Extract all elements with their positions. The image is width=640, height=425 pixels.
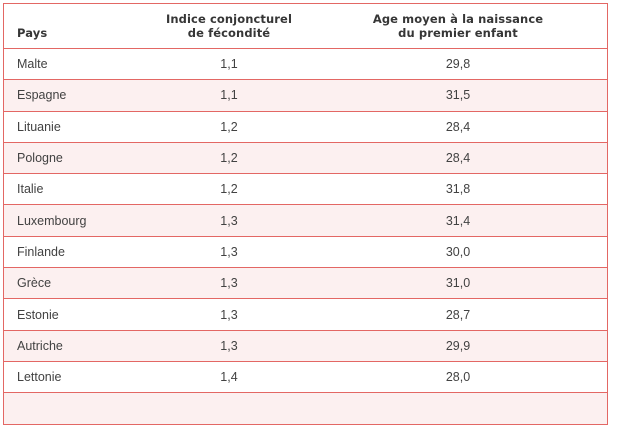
column-header-pays-label: Pays [17,26,48,40]
cell-age: 28,4 [309,110,607,142]
table-row-autriche: Autriche 1,3 29,9 [4,329,607,361]
cell-pays: Grèce [4,267,149,299]
cell-age: 29,8 [309,48,607,80]
table-row-lituanie: Lituanie 1,2 28,4 [4,110,607,142]
stats-table: Pays Indice conjoncturel de fécondité Ag… [4,4,607,424]
table-row-estonie: Estonie 1,3 28,7 [4,298,607,330]
cell-pays: Espagne [4,79,149,111]
table-row-malte: Malte 1,1 29,8 [4,48,607,80]
table-row-grece: Grèce 1,3 31,0 [4,267,607,299]
cell-age: 31,4 [309,204,607,236]
table-row-finlande: Finlande 1,3 30,0 [4,235,607,268]
cell-indice: 1,4 [149,360,309,393]
cell-age: 31,0 [309,267,607,299]
cell-indice: 1,3 [149,329,309,361]
table-row-lettonie: Lettonie 1,4 28,0 [4,360,607,393]
cell-age: 28,0 [309,360,607,393]
cell-indice: 1,3 [149,267,309,299]
cell-indice: 1,2 [149,141,309,174]
table-row-italie: Italie 1,2 31,8 [4,173,607,205]
cell-pays: Autriche [4,329,149,361]
cell-indice: 1,1 [149,79,309,111]
table-row-espagne: Espagne 1,1 31,5 [4,79,607,111]
cell-age [309,392,607,424]
cell-indice [149,392,309,424]
cell-pays: Lituanie [4,110,149,142]
cell-pays: Pologne [4,141,149,174]
cell-age: 28,7 [309,298,607,330]
cell-pays: Malte [4,48,149,80]
cell-indice: 1,3 [149,235,309,268]
cell-indice: 1,2 [149,173,309,205]
cell-pays: Lettonie [4,360,149,393]
cell-age: 30,0 [309,235,607,268]
table-row-pologne: Pologne 1,2 28,4 [4,141,607,174]
cell-pays [4,392,149,424]
table-row-luxembourg: Luxembourg 1,3 31,4 [4,204,607,236]
fertility-stats-table: Pays Indice conjoncturel de fécondité Ag… [3,3,608,425]
cell-indice: 1,2 [149,110,309,142]
cell-indice: 1,3 [149,298,309,330]
cell-age: 28,4 [309,141,607,174]
cell-pays: Estonie [4,298,149,330]
cell-indice: 1,3 [149,204,309,236]
cell-age: 31,5 [309,79,607,111]
header-row: Pays Indice conjoncturel de fécondité Ag… [4,4,607,48]
column-header-indice: Indice conjoncturel de fécondité [165,12,292,40]
cell-age: 31,8 [309,173,607,205]
cell-indice: 1,1 [149,48,309,80]
column-header-pays: Pays [4,4,149,48]
table-body: Malte 1,1 29,8 Espagne 1,1 31,5 Lituanie… [4,48,607,424]
table-header: Pays Indice conjoncturel de fécondité Ag… [4,4,607,48]
column-header-age: Age moyen à la naissance du premier enfa… [372,12,544,40]
cell-pays: Finlande [4,235,149,268]
cell-pays: Luxembourg [4,204,149,236]
cell-age: 29,9 [309,329,607,361]
table-row-partial [4,392,607,424]
cell-pays: Italie [4,173,149,205]
